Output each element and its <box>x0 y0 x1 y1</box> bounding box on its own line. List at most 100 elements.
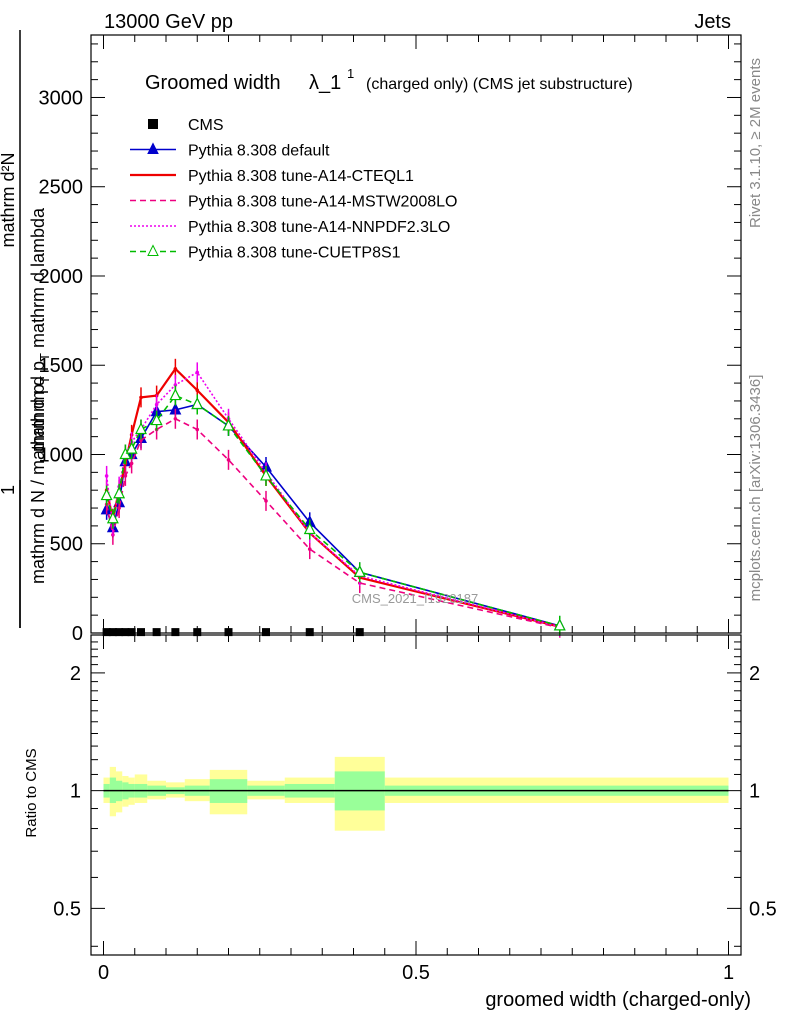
title-sup: 1 <box>347 66 354 81</box>
y-label-prefix-den: mathrm d N / mathrm d pT <box>28 376 52 584</box>
y-tick-label: 3000 <box>39 87 84 109</box>
ratio-y-tick-label: 2 <box>70 663 81 685</box>
x-tick-label: 0 <box>98 962 109 984</box>
y-tick-label: 0 <box>72 623 83 645</box>
cms-data-point <box>108 628 117 637</box>
series-1 <box>100 394 566 636</box>
legend-label: Pythia 8.308 tune-A14-MSTW2008LO <box>188 194 457 211</box>
legend-label: Pythia 8.308 tune-CUETP8S1 <box>188 245 401 262</box>
point-marker <box>173 367 178 371</box>
triangle-marker <box>191 397 204 410</box>
legend-marker-cms <box>148 119 158 129</box>
series-4 <box>104 362 562 637</box>
title-rest: (charged only) (CMS jet substructure) <box>366 76 633 93</box>
y-label-den-a: mathrm d p <box>28 361 48 452</box>
plot-title: Groomed width λ_1 1 (charged only) (CMS … <box>145 66 633 94</box>
point-marker <box>173 416 178 421</box>
legend: CMS Pythia 8.308 default Pythia 8.308 tune… <box>130 117 457 262</box>
point-marker <box>195 388 200 393</box>
cms-data-point <box>137 628 145 637</box>
point-marker <box>195 370 200 375</box>
point-marker <box>173 383 178 387</box>
ratio-plot: 0.5 0.5 1 1 2 2 0 0.5 1 <box>53 634 777 984</box>
triangle-marker <box>100 488 113 501</box>
cms-data-point <box>171 628 180 637</box>
rivet-version: Rivet 3.1.10, ≥ 2M events <box>747 58 764 228</box>
point-marker <box>226 458 231 462</box>
cms-data-point <box>152 628 161 637</box>
y-label-den-sub: T <box>37 353 52 361</box>
y-label-denominator: mathrm d pT mathrm d lambda <box>28 207 52 452</box>
triangle-marker <box>125 441 138 454</box>
y-label-prefix-den-sub: T <box>37 376 52 384</box>
point-marker <box>264 499 268 503</box>
legend-triangle <box>147 244 159 256</box>
cms-data-point <box>305 628 314 637</box>
y-label-prefix-num: 1 <box>0 485 18 495</box>
triangle-marker <box>260 468 272 481</box>
y-axis-label: mathrm d²N mathrm d pT mathrm d lambda 1… <box>0 30 52 628</box>
y-tick-label: 2500 <box>39 177 84 199</box>
y-tick-label: 1500 <box>39 355 84 377</box>
legend-label: Pythia 8.308 tune-A14-NNPDF2.3LO <box>188 219 450 236</box>
legend-label: Pythia 8.308 default <box>188 143 330 160</box>
triangle-marker <box>222 418 235 431</box>
cms-data-point <box>115 628 124 637</box>
triangle-marker <box>553 618 566 631</box>
point-marker <box>307 547 312 551</box>
cms-data-point <box>262 628 270 637</box>
ratio-y-label: Ratio to CMS <box>23 748 40 837</box>
y-label-prefix-den-a: mathrm d N / mathrm d p <box>28 384 48 584</box>
x-tick-label: 1 <box>723 962 734 984</box>
cms-data-point <box>127 628 136 637</box>
triangle-marker <box>106 511 119 524</box>
y-label-numerator: mathrm d²N <box>0 152 18 247</box>
series-line <box>105 371 560 628</box>
triangle-marker <box>135 422 147 435</box>
x-tick-label: 0.5 <box>402 962 430 984</box>
triangle-marker <box>303 522 316 535</box>
series-line <box>105 394 560 627</box>
point-marker <box>123 474 128 478</box>
legend-label: Pythia 8.308 tune-A14-CTEQL1 <box>188 168 414 185</box>
point-marker <box>139 395 143 400</box>
x-axis-label: groomed width (charged-only) <box>485 989 751 1011</box>
point-marker <box>195 427 200 432</box>
point-marker <box>139 438 143 443</box>
ratio-y-tick-label: 1 <box>70 781 81 803</box>
legend-triangle <box>147 142 159 154</box>
triangle-marker <box>169 388 182 401</box>
header-category: Jets <box>694 11 731 33</box>
y-tick-label: 500 <box>50 534 83 556</box>
main-plot: 0 500 1000 1500 2000 2500 3000 <box>39 34 742 645</box>
watermark: CMS_2021_I1920187 <box>352 591 479 606</box>
legend-label: CMS <box>188 117 224 134</box>
point-marker <box>104 474 109 478</box>
ratio-y-tick-label-right: 2 <box>749 663 760 685</box>
series-line <box>105 417 560 629</box>
triangle-marker <box>353 564 366 577</box>
cms-data-point <box>102 628 111 637</box>
series-2 <box>104 358 562 637</box>
ratio-y-tick-label-right: 1 <box>749 781 760 803</box>
series-line <box>105 403 560 627</box>
y-tick-label: 1000 <box>39 444 84 466</box>
point-marker <box>154 402 159 407</box>
title-lambda: λ_1 <box>309 72 341 94</box>
point-marker <box>117 506 121 510</box>
series-3 <box>104 408 562 638</box>
cms-data-point <box>121 628 130 637</box>
header-process: 13000 GeV pp <box>104 11 233 33</box>
triangle-marker <box>150 413 163 426</box>
y-tick-label: 2000 <box>39 266 84 288</box>
series-5 <box>100 385 566 636</box>
cms-data-point <box>355 628 364 637</box>
ratio-y-tick-label-right: 0.5 <box>749 898 777 920</box>
title-main: Groomed width <box>145 72 281 94</box>
triangle-marker <box>113 486 126 499</box>
y-label-den-b: mathrm d lambda <box>28 207 48 353</box>
ratio-y-tick-label: 0.5 <box>53 898 81 920</box>
point-marker <box>129 461 134 466</box>
mcplots-credit: mcplots.cern.ch [arXiv:1306.3436] <box>747 375 764 602</box>
